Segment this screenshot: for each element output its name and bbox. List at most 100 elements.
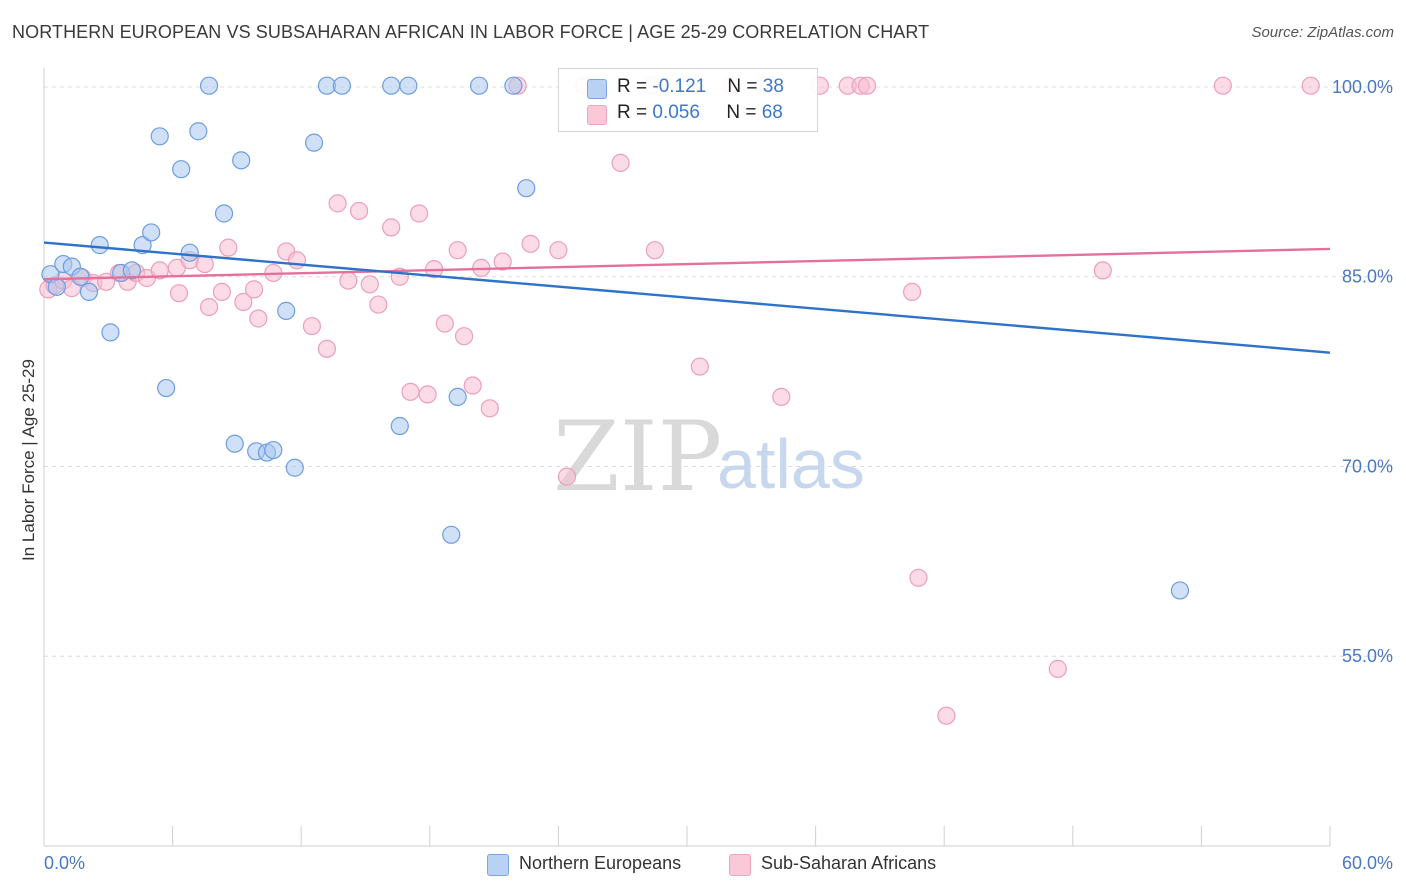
data-point-sub-saharan: [219, 238, 238, 257]
series-northern-europeans-points: [41, 76, 1190, 600]
legend-r-label: R =: [617, 76, 653, 97]
x-tick-label: 0.0%: [44, 853, 85, 873]
data-point-sub-saharan: [857, 76, 877, 95]
trend-lines: [43, 241, 1331, 354]
legend-n-value: 38: [762, 76, 784, 97]
data-point-sub-saharan: [234, 292, 253, 312]
data-point-sub-saharan: [493, 252, 512, 271]
data-point-northern-european: [79, 282, 99, 302]
data-point-northern-european: [517, 179, 536, 198]
data-point-sub-saharan: [369, 295, 388, 314]
data-point-northern-european: [225, 434, 244, 453]
data-point-northern-european: [442, 525, 461, 544]
data-point-northern-european: [150, 127, 169, 146]
data-point-northern-european: [142, 223, 161, 242]
data-point-northern-european: [1170, 581, 1190, 600]
data-point-sub-saharan: [480, 399, 499, 418]
data-point-northern-european: [172, 160, 191, 179]
data-point-sub-saharan: [212, 282, 231, 302]
legend-swatch-blue: [487, 854, 509, 876]
legend-n-value: 68: [761, 102, 783, 123]
data-point-northern-european: [264, 440, 283, 460]
data-point-sub-saharan: [937, 706, 956, 725]
legend-r-value: -0.121: [652, 76, 707, 97]
legend-label-sub-saharan-africans: Sub-Saharan Africans: [761, 853, 937, 873]
data-point-sub-saharan: [199, 297, 219, 317]
legend-r-value: 0.056: [652, 102, 700, 123]
data-point-sub-saharan: [418, 385, 437, 404]
trend-line-sub-saharan: [43, 247, 1331, 281]
data-point-northern-european: [199, 76, 219, 95]
x-axis-tick-labels: 0.0% 60.0%: [44, 853, 1393, 873]
data-point-sub-saharan: [169, 284, 189, 303]
legend-swatch-pink: [729, 854, 751, 876]
data-point-sub-saharan: [645, 241, 664, 260]
data-point-sub-saharan: [1093, 261, 1112, 280]
data-point-sub-saharan: [249, 309, 268, 328]
gridlines: [44, 86, 1392, 657]
data-point-northern-european: [180, 243, 199, 262]
data-point-sub-saharan: [557, 467, 577, 486]
y-tick-label: 100.0%: [1332, 77, 1393, 97]
data-point-northern-european: [189, 122, 208, 141]
data-point-sub-saharan: [909, 568, 928, 587]
data-point-northern-european: [101, 323, 120, 342]
data-point-northern-european: [504, 76, 523, 95]
watermark-zip: ZIP: [553, 401, 722, 513]
data-point-sub-saharan: [349, 201, 369, 221]
data-point-sub-saharan: [382, 218, 401, 237]
legend-swatch-blue: [587, 79, 607, 99]
y-tick-label: 85.0%: [1342, 267, 1393, 287]
legend-n-label: N =: [726, 102, 762, 123]
x-tick-label: 60.0%: [1342, 853, 1393, 873]
data-point-sub-saharan: [463, 376, 482, 395]
x-axis-ticks: [43, 826, 1331, 846]
data-point-northern-european: [304, 133, 324, 152]
data-point-sub-saharan: [549, 241, 568, 260]
data-point-northern-european: [214, 204, 234, 223]
data-point-sub-saharan: [302, 316, 322, 336]
source-credit: Source: ZipAtlas.com: [1251, 24, 1394, 41]
data-point-northern-european: [285, 458, 304, 477]
data-point-northern-european: [277, 301, 296, 320]
data-point-sub-saharan: [902, 282, 922, 302]
trend-line-northern-european: [43, 241, 1331, 354]
data-point-northern-european: [390, 416, 409, 436]
legend-r-label: R =: [617, 102, 653, 123]
data-point-northern-european: [157, 378, 176, 398]
data-point-sub-saharan: [435, 314, 454, 333]
data-point-northern-european: [133, 236, 152, 255]
data-point-northern-european: [90, 236, 109, 255]
data-point-northern-european: [122, 261, 141, 280]
data-point-sub-saharan: [1301, 76, 1320, 95]
data-point-sub-saharan: [328, 194, 347, 213]
data-point-sub-saharan: [690, 357, 709, 376]
data-point-sub-saharan: [244, 280, 264, 299]
data-point-sub-saharan: [448, 241, 467, 260]
chart-title: NORTHERN EUROPEAN VS SUBSAHARAN AFRICAN …: [12, 22, 930, 42]
watermark: ZIP atlas: [553, 401, 865, 513]
data-point-sub-saharan: [339, 271, 358, 290]
data-point-northern-european: [448, 387, 467, 407]
y-tick-label: 70.0%: [1342, 456, 1393, 476]
data-point-northern-european: [382, 76, 401, 95]
data-point-northern-european: [232, 151, 251, 170]
data-point-northern-european: [71, 267, 90, 286]
data-point-northern-european: [399, 76, 418, 95]
stats-legend: R = -0.121 N = 38 R = 0.056 N = 68: [558, 68, 818, 132]
legend-swatch-pink: [587, 105, 607, 125]
data-point-sub-saharan: [1213, 76, 1232, 95]
data-point-sub-saharan: [409, 204, 429, 223]
data-point-sub-saharan: [454, 327, 474, 346]
data-point-sub-saharan: [317, 339, 337, 358]
watermark-atlas: atlas: [717, 425, 865, 503]
y-axis-tick-labels: 55.0% 70.0% 85.0% 100.0%: [1332, 77, 1393, 666]
data-point-sub-saharan: [360, 275, 379, 294]
data-point-sub-saharan: [611, 153, 630, 172]
data-point-sub-saharan: [401, 382, 420, 401]
data-point-sub-saharan: [521, 234, 540, 253]
series-legend: Northern Europeans Sub-Saharan Africans: [0, 852, 1406, 878]
y-tick-label: 55.0%: [1342, 646, 1393, 666]
data-point-sub-saharan: [195, 254, 214, 274]
